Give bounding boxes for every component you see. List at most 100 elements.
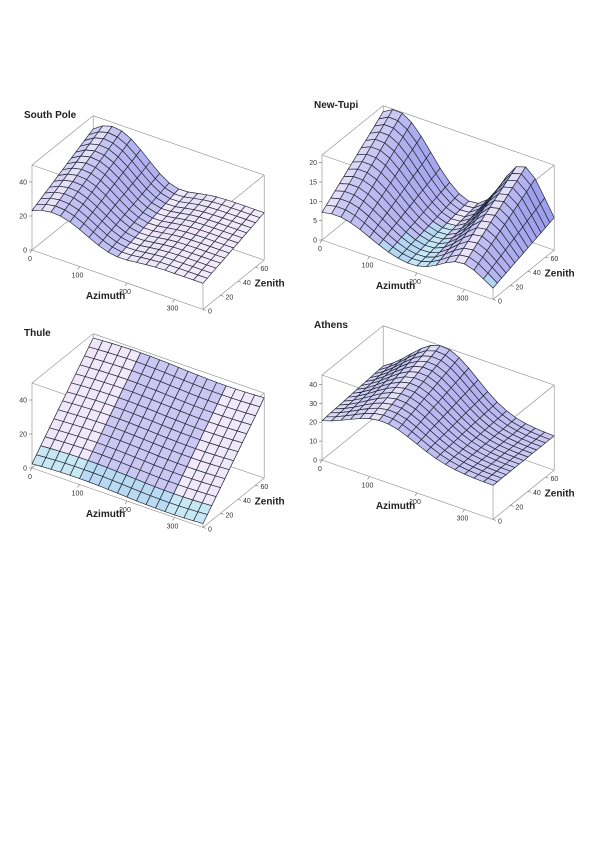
y-tick-mark bbox=[202, 309, 207, 311]
panel-title: Thule bbox=[24, 328, 51, 339]
y-tick-mark bbox=[510, 285, 514, 287]
box-edge bbox=[202, 259, 265, 310]
box-edge bbox=[93, 333, 265, 394]
y-tick-label: 20 bbox=[515, 504, 523, 511]
x-tick-label: 300 bbox=[457, 296, 469, 303]
z-tick-label: 30 bbox=[309, 401, 317, 408]
z-tick-label: 0 bbox=[313, 238, 317, 245]
y-axis-label: Zenith bbox=[545, 488, 575, 499]
surface-cell bbox=[193, 511, 208, 524]
y-tick-mark bbox=[220, 295, 224, 297]
x-tick-mark bbox=[367, 256, 370, 260]
x-tick-label: 200 bbox=[119, 507, 131, 514]
x-axis-label: Azimuth bbox=[376, 501, 415, 512]
x-tick-mark bbox=[462, 289, 465, 293]
z-tick-label: 20 bbox=[19, 214, 27, 221]
box-edge bbox=[492, 469, 555, 520]
panel-title: New-Tupi bbox=[314, 100, 358, 111]
x-tick-mark bbox=[29, 249, 33, 254]
box-edge bbox=[31, 115, 94, 166]
x-tick-label: 0 bbox=[28, 474, 32, 481]
surface-plot-0: 0 20 40 0 100 200 300 0 20 40 60 Azimuth Zenith South… bbox=[19, 110, 284, 315]
y-tick-label: 40 bbox=[243, 280, 251, 287]
x-tick-label: 300 bbox=[167, 306, 179, 313]
y-tick-label: 60 bbox=[260, 266, 268, 273]
surface-mesh bbox=[31, 337, 265, 524]
y-tick-mark bbox=[255, 484, 259, 487]
x-tick-label: 300 bbox=[457, 516, 469, 523]
box-edge bbox=[202, 477, 265, 528]
y-tick-mark bbox=[545, 476, 549, 479]
y-tick-mark bbox=[202, 527, 207, 529]
x-tick-label: 100 bbox=[362, 483, 374, 490]
y-tick-label: 40 bbox=[243, 498, 251, 505]
z-tick-label: 0 bbox=[23, 248, 27, 255]
z-tick-label: 40 bbox=[19, 398, 27, 405]
surface-cell bbox=[193, 274, 208, 284]
y-tick-mark bbox=[220, 513, 224, 515]
surface-cell bbox=[483, 477, 498, 486]
x-tick-label: 200 bbox=[119, 289, 131, 296]
y-tick-mark bbox=[510, 505, 514, 507]
z-tick-label: 0 bbox=[23, 466, 27, 473]
x-tick-mark bbox=[414, 492, 418, 497]
x-tick-mark bbox=[124, 282, 128, 287]
box-edge bbox=[492, 249, 555, 300]
y-tick-label: 20 bbox=[515, 284, 523, 291]
z-tick-label: 20 bbox=[309, 160, 317, 167]
x-tick-label: 300 bbox=[167, 524, 179, 531]
y-tick-mark bbox=[527, 490, 532, 493]
x-tick-label: 0 bbox=[28, 256, 32, 263]
x-tick-mark bbox=[124, 500, 128, 505]
x-tick-mark bbox=[367, 476, 370, 480]
y-tick-label: 20 bbox=[225, 294, 233, 301]
y-tick-mark bbox=[492, 299, 497, 301]
x-tick-label: 100 bbox=[362, 263, 374, 270]
z-tick-label: 40 bbox=[309, 382, 317, 389]
y-axis-label: Zenith bbox=[255, 496, 285, 507]
y-tick-label: 0 bbox=[208, 308, 212, 315]
surface-plot-2: 0 20 40 0 100 200 300 0 20 40 60 Azimuth Zenith Thule bbox=[19, 328, 284, 533]
y-tick-label: 20 bbox=[225, 512, 233, 519]
x-tick-mark bbox=[172, 299, 175, 303]
y-tick-mark bbox=[237, 498, 242, 501]
x-tick-mark bbox=[172, 517, 175, 521]
x-tick-mark bbox=[319, 459, 323, 464]
y-tick-mark bbox=[237, 280, 242, 283]
x-tick-mark bbox=[462, 509, 465, 513]
surface-mesh bbox=[321, 345, 555, 486]
y-tick-label: 40 bbox=[533, 270, 541, 277]
y-tick-mark bbox=[527, 270, 532, 273]
x-axis-label: Azimuth bbox=[376, 281, 415, 292]
z-tick-label: 20 bbox=[309, 420, 317, 427]
x-tick-mark bbox=[319, 239, 323, 244]
panel-title: South Pole bbox=[24, 110, 77, 121]
surface-mesh bbox=[321, 109, 555, 289]
y-tick-label: 60 bbox=[550, 256, 558, 263]
surface-plot-3: 0 10 20 30 40 0 100 200 300 0 20 40 60 Azimuth Zenith A… bbox=[309, 320, 574, 525]
y-tick-mark bbox=[492, 519, 497, 521]
x-tick-label: 0 bbox=[318, 246, 322, 253]
panel-title: Athens bbox=[314, 320, 348, 331]
z-tick-label: 40 bbox=[19, 180, 27, 187]
box-edge bbox=[93, 115, 265, 176]
x-tick-mark bbox=[77, 266, 80, 270]
y-tick-label: 60 bbox=[550, 476, 558, 483]
y-tick-label: 40 bbox=[533, 490, 541, 497]
x-axis-label: Azimuth bbox=[86, 509, 125, 520]
z-tick-label: 15 bbox=[309, 180, 317, 187]
x-tick-label: 100 bbox=[72, 491, 84, 498]
y-tick-label: 60 bbox=[260, 484, 268, 491]
x-axis-label: Azimuth bbox=[86, 291, 125, 302]
box-edge bbox=[321, 105, 384, 156]
box-edge bbox=[383, 105, 555, 166]
x-tick-label: 200 bbox=[409, 279, 421, 286]
box-edge bbox=[383, 325, 555, 386]
x-tick-label: 0 bbox=[318, 466, 322, 473]
z-tick-label: 20 bbox=[19, 432, 27, 439]
y-tick-label: 0 bbox=[498, 298, 502, 305]
x-tick-mark bbox=[414, 272, 418, 277]
y-tick-mark bbox=[545, 256, 549, 259]
